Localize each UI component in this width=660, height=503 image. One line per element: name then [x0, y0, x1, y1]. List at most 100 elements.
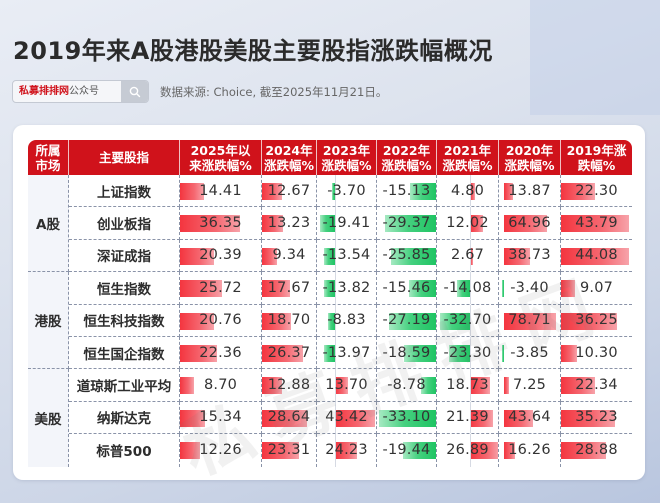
- column-header: 2021年 涨跌幅%: [437, 140, 499, 175]
- index-name-cell: 标普500: [69, 434, 180, 467]
- value-text: 13.87: [508, 182, 551, 199]
- column-header-line: 2021年: [443, 142, 492, 158]
- positive-bar: [504, 247, 530, 265]
- value-cell: 2.67: [437, 239, 499, 273]
- wechat-search-box[interactable]: 私募排排网公众号: [12, 80, 149, 103]
- negative-bar: [324, 280, 335, 298]
- zero-axis-line: [335, 401, 336, 434]
- value-cell: -29.37: [377, 207, 437, 240]
- index-name-cell: 恒生科技指数: [69, 304, 180, 337]
- column-header: 2024年 涨跌幅%: [262, 140, 317, 175]
- zero-axis-line: [335, 239, 336, 272]
- value-text: 26.89: [446, 442, 489, 459]
- column-header-line: 涨跌幅%: [263, 157, 315, 173]
- value-cell: 28.88: [561, 434, 632, 467]
- positive-bar: [470, 377, 491, 395]
- value-text: 7.25: [512, 377, 547, 394]
- value-text: 24.23: [325, 442, 368, 459]
- value-cell: -13.97: [317, 336, 377, 370]
- positive-bar: [180, 442, 201, 460]
- value-text: 14.41: [199, 182, 242, 199]
- positive-bar: [262, 344, 304, 362]
- value-text: 38.73: [508, 247, 551, 264]
- value-cell: 10.30: [561, 336, 632, 370]
- value-cell: 23.31: [262, 434, 317, 467]
- value-cell: 20.39: [180, 239, 262, 273]
- value-text: 64.96: [508, 215, 551, 232]
- value-text: -32.70: [443, 312, 492, 329]
- zero-axis-line: [470, 272, 471, 304]
- value-cell: 24.23: [317, 434, 377, 467]
- search-button[interactable]: [121, 81, 148, 102]
- column-header-line: 2020年: [505, 142, 554, 158]
- table-row: 港股 恒生指数 25.72 17.67 -13.82 -15.46 -14.08 -3.40 9…: [28, 272, 632, 370]
- value-text: 36.35: [199, 215, 242, 232]
- positive-bar: [561, 280, 575, 298]
- index-name-cell: 恒生指数: [69, 272, 180, 305]
- positive-bar: [262, 409, 307, 427]
- column-header-line: 2025年以: [190, 142, 251, 158]
- positive-bar: [262, 312, 292, 330]
- negative-bar: [402, 442, 436, 460]
- value-text: -3.40: [510, 279, 549, 296]
- positive-bar: [180, 215, 240, 233]
- value-cell: 4.80: [437, 175, 499, 208]
- value-text: 43.42: [325, 409, 368, 426]
- zero-axis-line: [335, 304, 336, 336]
- value-text: 44.08: [575, 247, 618, 264]
- column-header: 2023年 涨跌幅%: [317, 140, 377, 175]
- positive-bar: [561, 344, 577, 362]
- table-row: 创业板指 36.35 13.23 -19.41 -29.37 12.02 64.96 43.7…: [28, 207, 632, 240]
- value-cell: 22.30: [561, 175, 632, 208]
- page-title: 2019年来A股港股美股主要股指涨跌幅概况: [13, 37, 493, 65]
- value-cell: -14.08: [437, 272, 499, 305]
- value-cell: -27.19: [377, 304, 437, 337]
- value-text: -14.08: [443, 279, 492, 296]
- search-suffix: 公众号: [69, 86, 99, 97]
- column-header-line: 涨跌幅%: [442, 157, 493, 173]
- index-name-cell: 深证成指: [69, 239, 180, 273]
- table-body: A股 上证指数 14.41 12.67 -3.70 -15.13 4.80 13.87 22.3…: [28, 175, 632, 467]
- value-cell: 15.34: [180, 401, 262, 435]
- negative-bar: [328, 312, 335, 330]
- value-text: 4.80: [450, 182, 485, 199]
- negative-bar: [501, 280, 504, 298]
- market-cell: 美股: [28, 369, 69, 467]
- positive-bar: [504, 215, 547, 233]
- zero-axis-line: [470, 207, 471, 239]
- value-cell: -25.85: [377, 239, 437, 273]
- value-cell: 18.70: [262, 304, 317, 337]
- value-cell: 13.23: [262, 207, 317, 240]
- column-header: 2025年以 来涨跌幅%: [180, 140, 262, 175]
- index-name-cell: 道琼斯工业平均: [69, 369, 180, 402]
- value-text: 43.64: [508, 409, 551, 426]
- positive-bar: [504, 183, 514, 200]
- table-row: 深证成指 20.39 9.34 -13.54 -25.85 2.67 38.73 44.08: [28, 239, 632, 273]
- value-cell: 12.67: [262, 175, 317, 208]
- column-header-line: 涨跌幅%: [504, 157, 555, 173]
- value-text: 36.25: [575, 312, 618, 329]
- value-text: 21.39: [446, 409, 489, 426]
- positive-bar: [470, 409, 494, 427]
- value-cell: 8.70: [180, 369, 262, 402]
- value-text: -29.37: [382, 215, 431, 232]
- table-row: 纳斯达克 15.34 28.64 43.42 -33.10 21.39 43.64 35.23: [28, 401, 632, 435]
- value-text: 20.76: [199, 312, 242, 329]
- column-header-line: 跌幅%: [577, 157, 616, 173]
- value-cell: -15.13: [377, 175, 437, 208]
- value-text: -23.30: [443, 344, 492, 361]
- column-header-line: 所属: [35, 142, 61, 158]
- value-text: 78.71: [508, 312, 551, 329]
- value-text: -27.19: [382, 312, 431, 329]
- value-cell: 13.70: [317, 369, 377, 402]
- zero-axis-line: [335, 369, 336, 401]
- positive-bar: [180, 312, 215, 330]
- value-cell: 36.25: [561, 304, 632, 337]
- column-header: 2019年涨 跌幅%: [561, 140, 632, 175]
- negative-bar: [391, 247, 436, 265]
- value-text: 26.37: [267, 344, 311, 361]
- zero-axis-line: [335, 434, 336, 467]
- value-text: -8.83: [327, 312, 366, 329]
- column-header-line: 2024年: [265, 142, 313, 158]
- value-cell: -8.83: [317, 304, 377, 337]
